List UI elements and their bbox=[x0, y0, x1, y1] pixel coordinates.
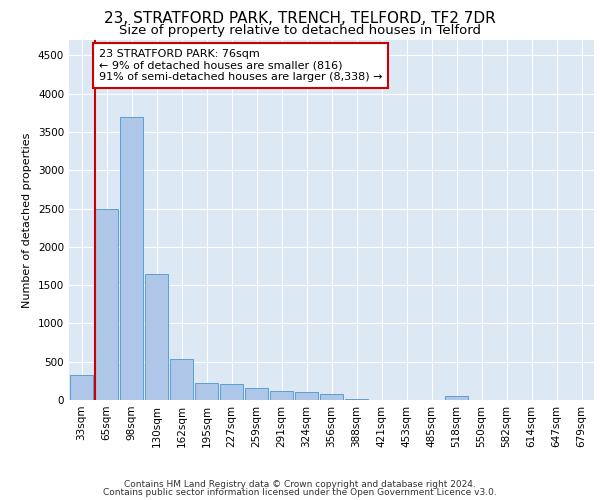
Bar bbox=[270, 391, 293, 400]
Bar bbox=[345, 399, 368, 400]
Bar bbox=[220, 384, 243, 400]
Y-axis label: Number of detached properties: Number of detached properties bbox=[22, 132, 32, 308]
Text: Contains HM Land Registry data © Crown copyright and database right 2024.: Contains HM Land Registry data © Crown c… bbox=[124, 480, 476, 489]
Bar bbox=[245, 388, 268, 400]
Bar bbox=[170, 360, 193, 400]
Bar bbox=[445, 396, 468, 400]
Bar bbox=[295, 392, 318, 400]
Bar bbox=[320, 394, 343, 400]
Bar bbox=[95, 208, 118, 400]
Text: 23 STRATFORD PARK: 76sqm
← 9% of detached houses are smaller (816)
91% of semi-d: 23 STRATFORD PARK: 76sqm ← 9% of detache… bbox=[99, 49, 383, 82]
Text: Size of property relative to detached houses in Telford: Size of property relative to detached ho… bbox=[119, 24, 481, 37]
Bar bbox=[195, 383, 218, 400]
Text: Contains public sector information licensed under the Open Government Licence v3: Contains public sector information licen… bbox=[103, 488, 497, 497]
Bar bbox=[145, 274, 168, 400]
Bar bbox=[120, 116, 143, 400]
Text: 23, STRATFORD PARK, TRENCH, TELFORD, TF2 7DR: 23, STRATFORD PARK, TRENCH, TELFORD, TF2… bbox=[104, 11, 496, 26]
Bar bbox=[70, 376, 93, 400]
